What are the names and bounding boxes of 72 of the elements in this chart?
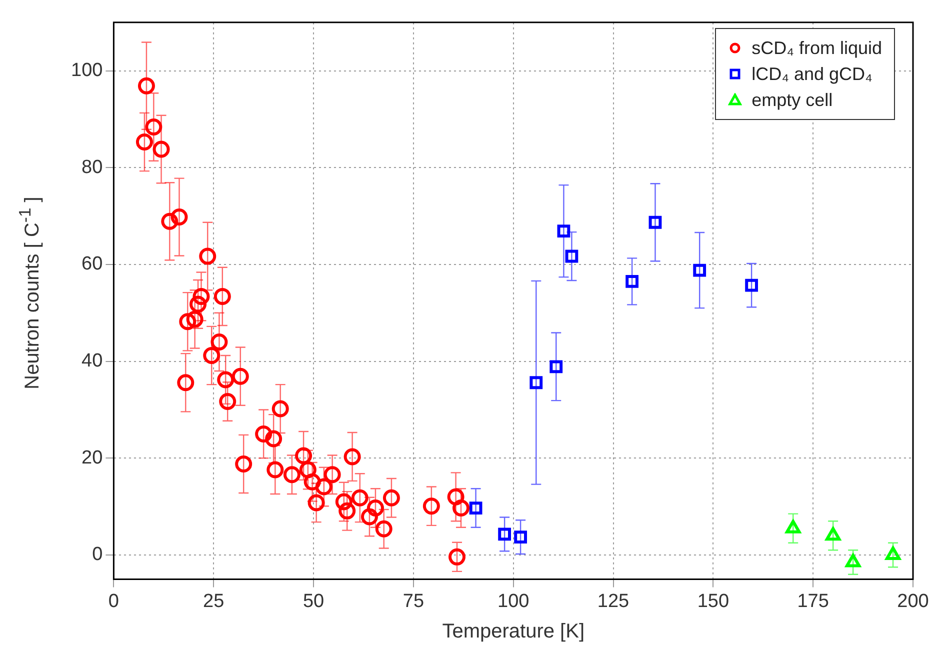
y-tick-label: 100 — [71, 60, 103, 82]
x-axis-title: Temperature [K] — [442, 620, 584, 643]
point — [203, 347, 220, 364]
x-tick-label: 0 — [108, 590, 119, 612]
point — [335, 493, 352, 510]
x-tick-label: 25 — [203, 590, 224, 612]
point — [192, 288, 210, 305]
point — [152, 140, 170, 158]
point — [498, 528, 512, 541]
point — [422, 498, 440, 515]
point — [324, 466, 341, 484]
point — [375, 520, 392, 538]
point — [210, 333, 228, 350]
point — [514, 530, 527, 544]
point — [283, 466, 300, 484]
point — [145, 118, 162, 136]
point — [351, 489, 368, 506]
point — [219, 393, 236, 410]
point — [550, 360, 563, 374]
point — [366, 500, 384, 517]
legend-label: empty cell — [752, 90, 833, 110]
x-tick-label: 75 — [402, 590, 424, 612]
point — [235, 455, 252, 472]
x-tick-label: 125 — [597, 590, 630, 612]
point — [360, 508, 378, 526]
point — [177, 374, 194, 392]
point — [448, 548, 466, 566]
point — [186, 310, 204, 328]
point — [557, 224, 570, 238]
point — [199, 248, 216, 265]
x-tick-label: 150 — [697, 590, 730, 612]
y-tick-label: 20 — [82, 447, 103, 468]
point — [344, 448, 361, 466]
point — [179, 313, 196, 330]
y-tick-label: 40 — [82, 350, 103, 372]
point — [382, 489, 400, 506]
point — [214, 288, 231, 305]
point — [304, 473, 321, 490]
point — [161, 212, 178, 230]
y-tick-label: 80 — [82, 156, 103, 178]
point — [170, 208, 188, 226]
y-tick-label: 60 — [82, 254, 103, 275]
point — [530, 376, 543, 390]
point — [308, 494, 325, 512]
point — [136, 133, 153, 150]
x-tick-label: 200 — [897, 590, 929, 612]
point — [693, 264, 706, 277]
point — [565, 250, 578, 263]
legend-label: sCD₄ from liquid — [752, 38, 882, 58]
point — [138, 77, 155, 94]
point — [469, 502, 482, 514]
legend-label: lCD₄ and gCD₄ — [752, 64, 872, 84]
point — [190, 296, 207, 313]
point — [232, 368, 249, 385]
point — [299, 461, 316, 478]
x-tick-label: 175 — [797, 590, 829, 612]
point — [295, 447, 312, 464]
point — [452, 500, 470, 517]
x-tick-label: 50 — [302, 590, 324, 612]
point — [272, 400, 289, 418]
point — [648, 216, 662, 229]
y-tick-label: 0 — [92, 544, 103, 566]
point — [626, 274, 638, 288]
point — [447, 488, 464, 506]
point — [315, 478, 332, 496]
point — [745, 278, 758, 292]
point — [338, 502, 356, 520]
point — [265, 430, 282, 448]
point — [217, 371, 234, 388]
x-tick-label: 100 — [498, 590, 530, 612]
point — [266, 461, 284, 478]
point — [255, 425, 272, 442]
